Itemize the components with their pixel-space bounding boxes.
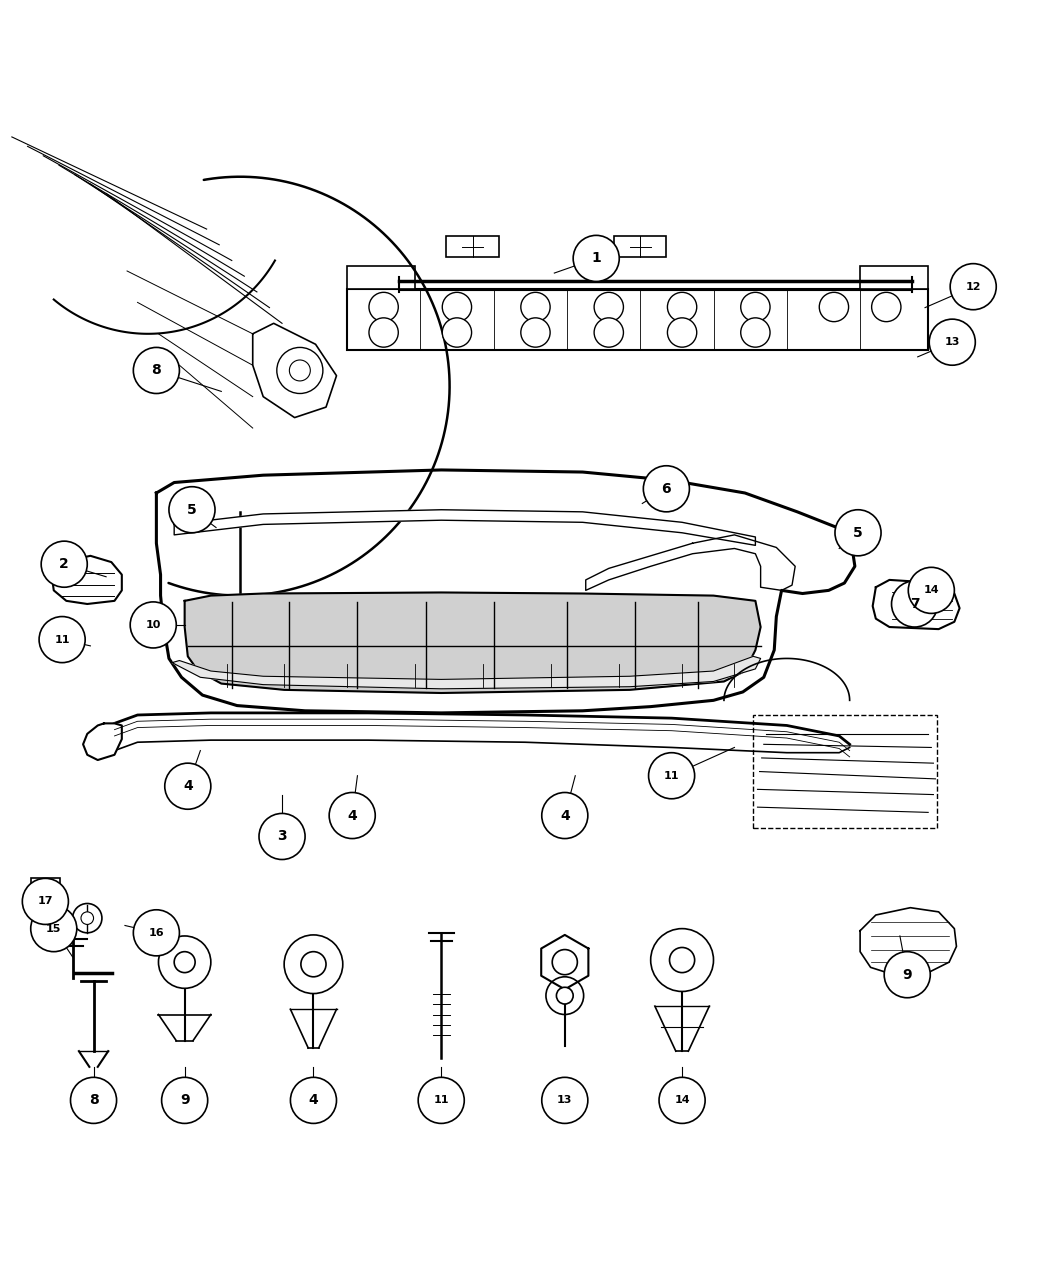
Text: 17: 17 <box>38 896 54 907</box>
Circle shape <box>81 912 93 924</box>
Circle shape <box>649 752 695 798</box>
Bar <box>614 236 667 258</box>
Text: 15: 15 <box>46 923 62 933</box>
Circle shape <box>159 936 211 988</box>
Text: 4: 4 <box>560 808 570 822</box>
Polygon shape <box>873 580 960 629</box>
Text: 10: 10 <box>146 620 161 630</box>
Bar <box>860 265 928 288</box>
Circle shape <box>41 541 87 588</box>
Circle shape <box>442 317 471 347</box>
Circle shape <box>369 292 398 321</box>
Circle shape <box>594 292 624 321</box>
Text: 5: 5 <box>187 502 196 516</box>
Text: 4: 4 <box>309 1094 318 1108</box>
Circle shape <box>819 292 848 321</box>
Circle shape <box>670 947 695 973</box>
Circle shape <box>573 236 620 282</box>
Text: 2: 2 <box>60 557 69 571</box>
Circle shape <box>22 878 68 924</box>
Text: 9: 9 <box>902 968 912 982</box>
Polygon shape <box>541 935 588 989</box>
Circle shape <box>72 904 102 933</box>
Circle shape <box>594 317 624 347</box>
Circle shape <box>169 487 215 533</box>
Text: 5: 5 <box>854 525 863 539</box>
Circle shape <box>872 292 901 321</box>
Text: 7: 7 <box>909 597 920 611</box>
Circle shape <box>301 951 327 977</box>
Text: 1: 1 <box>591 251 601 265</box>
Text: 14: 14 <box>924 585 939 595</box>
Circle shape <box>835 510 881 556</box>
Polygon shape <box>185 593 760 694</box>
Text: 8: 8 <box>88 1094 99 1108</box>
Circle shape <box>891 581 938 627</box>
Bar <box>346 288 928 349</box>
Circle shape <box>740 317 770 347</box>
Circle shape <box>908 567 954 613</box>
Circle shape <box>162 1077 208 1123</box>
Text: 4: 4 <box>183 779 192 793</box>
Circle shape <box>542 1077 588 1123</box>
Text: 16: 16 <box>148 928 164 938</box>
Circle shape <box>329 793 375 839</box>
Text: 6: 6 <box>662 482 671 496</box>
Bar <box>753 715 937 827</box>
Text: 11: 11 <box>55 635 70 645</box>
Circle shape <box>130 602 176 648</box>
Circle shape <box>651 928 714 992</box>
Circle shape <box>70 1077 117 1123</box>
Circle shape <box>552 950 578 974</box>
Circle shape <box>285 935 342 993</box>
Text: 4: 4 <box>348 808 357 822</box>
Circle shape <box>290 360 311 381</box>
Circle shape <box>521 317 550 347</box>
Circle shape <box>659 1077 706 1123</box>
Circle shape <box>556 987 573 1003</box>
Circle shape <box>291 1077 336 1123</box>
Polygon shape <box>114 713 849 752</box>
Circle shape <box>542 793 588 839</box>
Polygon shape <box>83 723 122 760</box>
Circle shape <box>369 317 398 347</box>
Circle shape <box>668 292 697 321</box>
Text: 9: 9 <box>180 1094 189 1108</box>
Text: 12: 12 <box>965 282 981 292</box>
Bar <box>346 265 415 288</box>
Text: 11: 11 <box>664 770 679 780</box>
Circle shape <box>644 465 690 511</box>
Circle shape <box>133 347 180 394</box>
Text: 3: 3 <box>277 830 287 844</box>
Circle shape <box>418 1077 464 1123</box>
Circle shape <box>546 977 584 1015</box>
Circle shape <box>668 317 697 347</box>
Polygon shape <box>860 908 957 974</box>
Text: 8: 8 <box>151 363 162 377</box>
Circle shape <box>259 813 306 859</box>
Circle shape <box>30 905 77 951</box>
Bar <box>30 878 60 901</box>
Circle shape <box>174 951 195 973</box>
Bar <box>446 236 499 258</box>
Circle shape <box>39 617 85 663</box>
Polygon shape <box>172 657 760 688</box>
Circle shape <box>884 951 930 998</box>
Circle shape <box>929 319 975 365</box>
Polygon shape <box>156 470 855 713</box>
Text: 11: 11 <box>434 1095 449 1105</box>
Circle shape <box>133 910 180 956</box>
Circle shape <box>277 347 323 394</box>
Circle shape <box>165 764 211 810</box>
Polygon shape <box>174 510 755 546</box>
Circle shape <box>521 292 550 321</box>
Text: 14: 14 <box>674 1095 690 1105</box>
Text: 13: 13 <box>558 1095 572 1105</box>
Circle shape <box>740 292 770 321</box>
Text: 13: 13 <box>945 337 960 347</box>
Circle shape <box>950 264 996 310</box>
Polygon shape <box>51 556 122 604</box>
Circle shape <box>442 292 471 321</box>
